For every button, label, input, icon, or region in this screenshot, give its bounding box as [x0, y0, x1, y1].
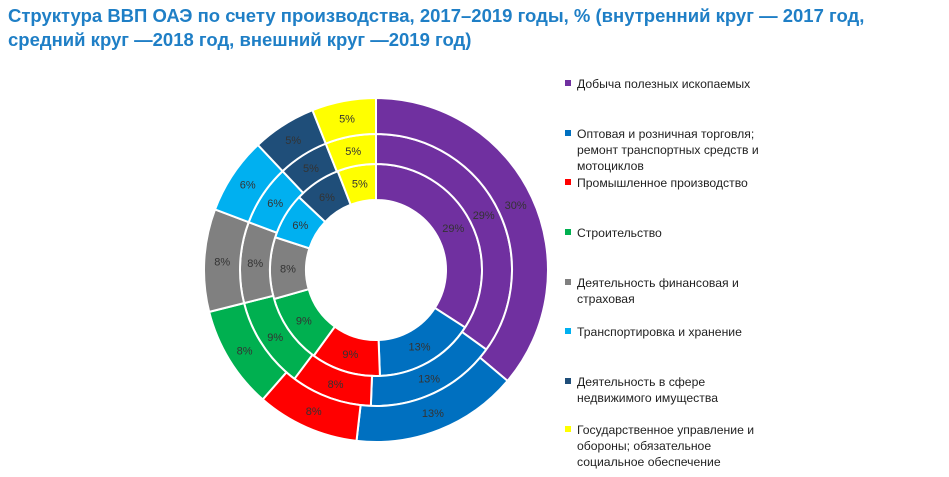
- data-label-2018-3: 8%: [328, 379, 344, 391]
- legend-swatch: [565, 426, 571, 432]
- data-label-2017-6: 6%: [292, 220, 308, 232]
- data-label-2017-1: 29%: [442, 223, 464, 235]
- data-label-2019-1: 30%: [505, 200, 527, 212]
- data-label-2018-6: 6%: [267, 198, 283, 210]
- legend-label: Оптовая и розничная торговля; ремонт тра…: [577, 127, 759, 173]
- legend-label: Государственное управление и обороны; об…: [577, 423, 755, 469]
- legend-label: Добыча полезных ископаемых: [577, 77, 751, 91]
- data-label-2017-7: 6%: [319, 192, 335, 204]
- data-label-2018-8: 5%: [345, 146, 361, 158]
- ring-2017: 29% 13% 9% 9% 8% 6% 6% 5%: [269, 162, 483, 377]
- slice-2019-8: [311, 96, 377, 145]
- legend-label: Деятельность финансовая и страховая: [577, 276, 739, 306]
- legend-label: Промышленное производство: [577, 176, 748, 190]
- data-label-2019-7: 5%: [285, 135, 301, 147]
- data-label-2019-3: 8%: [306, 406, 322, 418]
- chart-title: Структура ВВП ОАЭ по счету производства,…: [8, 5, 865, 50]
- legend-label: Строительство: [577, 226, 662, 240]
- data-label-2018-1: 29%: [473, 210, 495, 222]
- legend-swatch: [565, 378, 571, 384]
- legend-swatch: [565, 229, 571, 235]
- data-label-2017-2: 13%: [409, 341, 431, 353]
- data-label-2018-2: 13%: [418, 374, 440, 386]
- legend-swatch: [565, 279, 571, 285]
- data-label-2018-7: 5%: [303, 163, 319, 175]
- legend-swatch: [565, 130, 571, 136]
- data-label-2018-5: 8%: [247, 258, 263, 270]
- data-label-2019-8: 5%: [339, 114, 355, 126]
- legend-label: Деятельность в сфере недвижимого имущест…: [577, 375, 718, 405]
- data-label-2019-5: 8%: [214, 256, 230, 268]
- data-label-2017-8: 5%: [352, 178, 368, 190]
- ring-2018: 29% 13% 8% 9% 8% 6% 5% 5%: [239, 132, 513, 407]
- legend-label: Транспортировка и хранение: [577, 325, 742, 339]
- data-label-2019-2: 13%: [422, 408, 444, 420]
- legend-swatch: [565, 328, 571, 334]
- ring-2019: 30% 13% 8% 8% 8% 6% 5% 5%: [203, 96, 549, 443]
- legend-swatch: [565, 179, 571, 185]
- data-label-2018-4: 9%: [267, 332, 283, 344]
- data-label-2017-5: 8%: [280, 263, 296, 275]
- legend-swatch: [565, 80, 571, 86]
- data-label-2019-4: 8%: [237, 345, 253, 357]
- data-label-2017-4: 9%: [296, 315, 312, 327]
- data-label-2017-3: 9%: [342, 349, 358, 361]
- data-label-2019-6: 6%: [240, 180, 256, 192]
